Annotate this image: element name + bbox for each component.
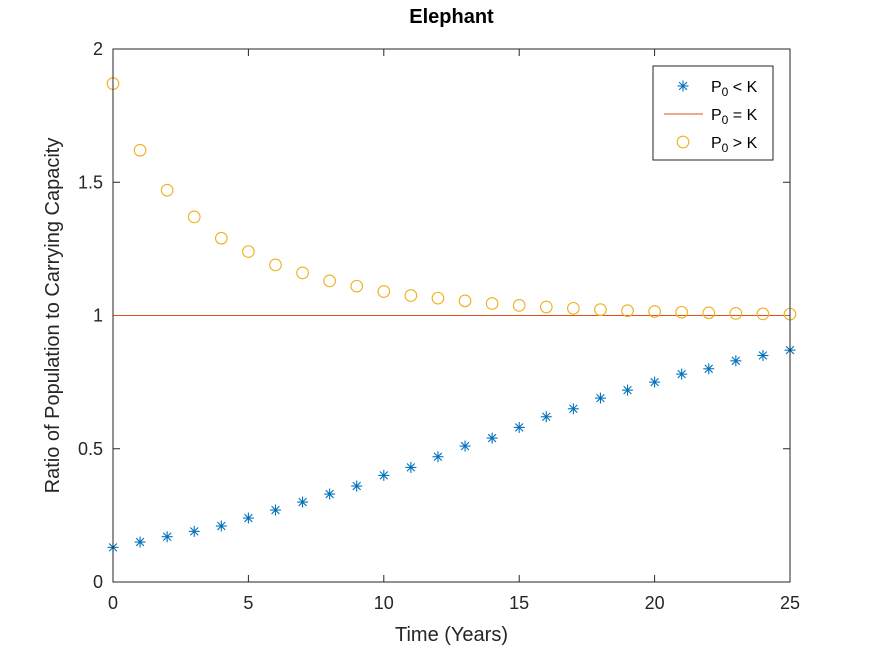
data-point — [296, 266, 309, 280]
data-point — [622, 384, 634, 396]
data-point — [378, 469, 390, 481]
x-tick-label: 10 — [374, 593, 394, 613]
data-point — [134, 536, 146, 548]
data-point — [594, 303, 607, 316]
x-tick-label: 25 — [780, 593, 800, 613]
data-point — [297, 496, 309, 508]
x-axis-label: Time (Years) — [395, 624, 508, 646]
data-point — [404, 289, 418, 302]
data-point — [459, 440, 471, 452]
axes-box — [112, 48, 791, 583]
data-point — [567, 403, 579, 415]
data-point — [594, 392, 606, 404]
data-point — [702, 306, 716, 320]
data-point — [567, 301, 580, 315]
data-point — [539, 300, 553, 314]
data-series — [106, 77, 797, 553]
legend-marker — [676, 135, 690, 149]
data-point — [756, 307, 770, 321]
data-point — [323, 274, 336, 288]
y-tick-label: 1 — [93, 306, 103, 326]
data-point — [649, 376, 661, 388]
data-point — [215, 520, 227, 532]
legend: P0 < K P0 = K P0 > K — [652, 65, 774, 161]
data-point — [485, 297, 499, 310]
data-point — [730, 355, 742, 367]
x-tick-label: 15 — [509, 593, 529, 613]
legend-entry-label: P0 > K — [711, 135, 758, 155]
data-point — [512, 299, 526, 312]
y-tick-label: 1.5 — [78, 172, 103, 192]
legend-entry-label: P0 = K — [711, 107, 758, 127]
y-tick-label: 0 — [93, 572, 103, 592]
y-tick-label: 0.5 — [78, 439, 103, 459]
data-point — [269, 504, 281, 516]
data-point — [431, 291, 445, 305]
data-point — [350, 279, 364, 293]
data-point — [405, 461, 417, 473]
data-point — [648, 305, 661, 318]
data-point — [513, 421, 525, 433]
data-point — [540, 411, 552, 423]
data-point — [432, 451, 444, 463]
legend-entry-label: P0 < K — [711, 79, 758, 99]
data-point — [324, 488, 336, 500]
data-point — [676, 368, 688, 380]
data-point — [160, 183, 174, 197]
data-point — [377, 285, 391, 298]
data-point — [351, 480, 363, 492]
series-1 — [107, 344, 796, 553]
data-point — [486, 432, 498, 444]
series-3 — [106, 77, 797, 321]
data-point — [703, 363, 715, 375]
data-point — [458, 294, 472, 308]
data-point — [161, 531, 173, 543]
data-point — [188, 525, 200, 537]
data-point — [214, 231, 228, 245]
data-point — [242, 245, 255, 258]
x-tick-label: 5 — [243, 593, 253, 613]
data-point — [675, 305, 689, 319]
x-tick-label: 20 — [645, 593, 665, 613]
chart-title: Elephant — [409, 6, 494, 28]
y-tick-label: 2 — [93, 39, 103, 59]
legend-box — [652, 65, 774, 161]
data-point — [242, 512, 254, 524]
data-point — [187, 210, 201, 224]
y-axis-label: Ratio of Population to Carrying Capacity — [42, 138, 64, 494]
data-point — [269, 258, 282, 272]
data-point — [621, 304, 634, 318]
data-point — [729, 307, 743, 320]
legend-marker — [677, 80, 689, 92]
data-point — [757, 349, 769, 361]
x-tick-label: 0 — [108, 593, 118, 613]
data-point — [133, 143, 147, 157]
